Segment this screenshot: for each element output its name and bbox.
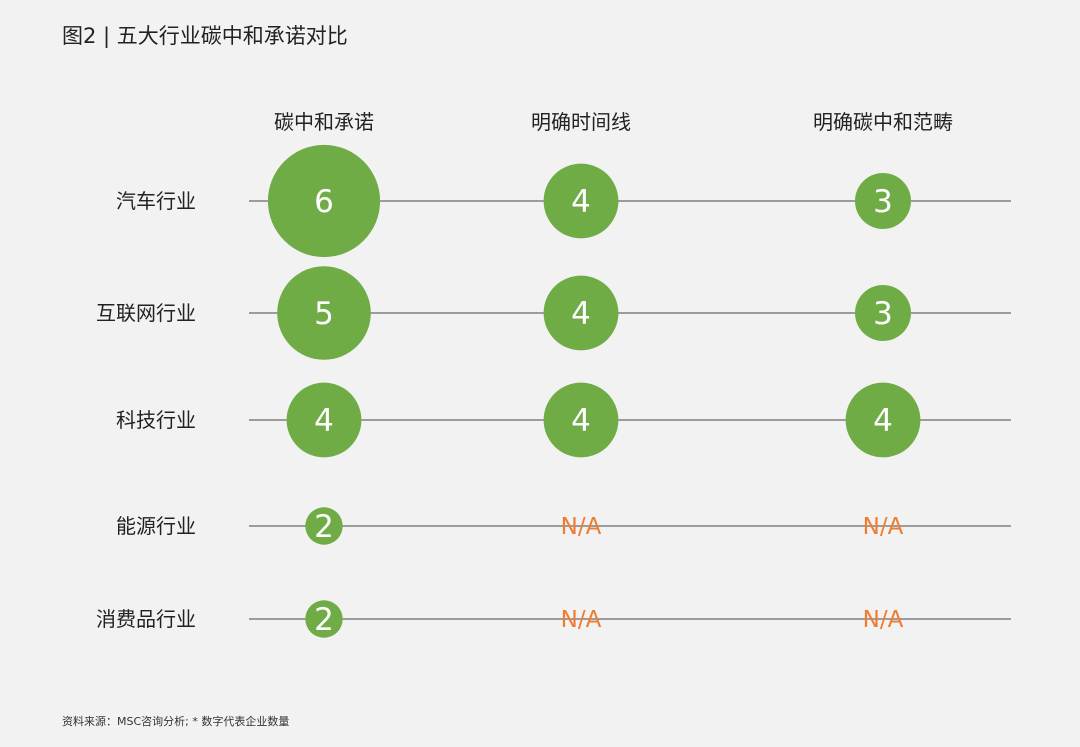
na-label: N/A <box>863 607 904 633</box>
bubble <box>286 382 362 458</box>
na-label: N/A <box>561 514 602 540</box>
source-note: 资料来源：MSC咨询分析; * 数字代表企业数量 <box>62 715 290 728</box>
bubble <box>855 285 911 341</box>
bubble-value: 2 <box>314 602 334 638</box>
bubble <box>543 382 619 458</box>
bubble <box>267 144 381 258</box>
bubble-value: 5 <box>314 296 334 332</box>
bubble <box>855 173 911 229</box>
na-label: N/A <box>561 607 602 633</box>
bubble-value: 3 <box>873 296 893 332</box>
row-label: 消费品行业 <box>96 607 196 631</box>
bubbles: 6 4 3 5 4 3 4 4 4 2 N/A N/A 2 N/A N/A <box>267 144 921 638</box>
na-label: N/A <box>863 514 904 540</box>
row-label: 科技行业 <box>116 408 196 432</box>
row-label: 互联网行业 <box>96 301 196 325</box>
bubble-value: 6 <box>314 184 334 220</box>
column-headers: 碳中和承诺 明确时间线 明确碳中和范畴 <box>274 110 953 134</box>
bubble <box>845 382 921 458</box>
chart-title: 图2 | 五大行业碳中和承诺对比 <box>62 24 348 48</box>
bubble-value: 4 <box>571 184 591 220</box>
bubble <box>305 507 343 545</box>
bubble-value: 4 <box>314 403 334 439</box>
column-header: 明确时间线 <box>531 110 631 134</box>
bubble-value: 2 <box>314 509 334 545</box>
bubble-value: 4 <box>571 403 591 439</box>
bubble <box>305 600 343 638</box>
bubble <box>543 275 619 351</box>
bubble-value: 4 <box>571 296 591 332</box>
row-label: 能源行业 <box>116 514 196 538</box>
bubble-value: 3 <box>873 184 893 220</box>
bubble <box>277 266 371 360</box>
bubble-value: 4 <box>873 403 893 439</box>
row-label: 汽车行业 <box>116 189 196 213</box>
column-header: 明确碳中和范畴 <box>813 110 953 134</box>
bubble <box>543 163 619 239</box>
column-header: 碳中和承诺 <box>274 110 374 134</box>
